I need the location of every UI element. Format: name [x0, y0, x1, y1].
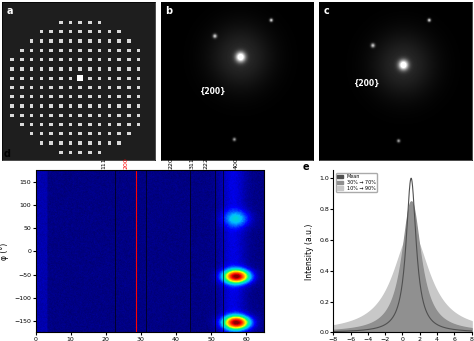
Text: d: d [4, 149, 10, 160]
Text: 111: 111 [101, 157, 107, 169]
Text: 220: 220 [169, 157, 174, 169]
Y-axis label: Intensity (a.u.): Intensity (a.u.) [305, 223, 314, 280]
Y-axis label: φ (°): φ (°) [0, 243, 9, 260]
Text: e: e [303, 162, 310, 173]
Text: b: b [165, 6, 173, 16]
Text: {200}: {200} [353, 79, 379, 88]
Text: {200}: {200} [199, 87, 226, 96]
Legend: Mean, 30% → 70%, 10% → 90%: Mean, 30% → 70%, 10% → 90% [336, 173, 377, 192]
Text: 222: 222 [203, 157, 208, 169]
Text: a: a [7, 6, 13, 16]
Text: 200: 200 [123, 157, 128, 169]
Text: 311: 311 [189, 157, 194, 169]
Text: 400: 400 [234, 157, 239, 169]
Text: c: c [324, 6, 329, 16]
